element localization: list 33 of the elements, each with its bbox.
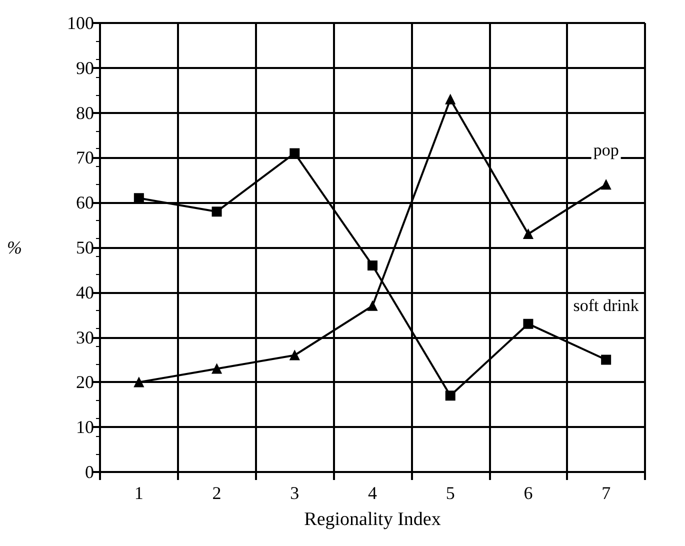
y-tick-label: 60 [76,192,94,213]
point [134,193,144,204]
x-tick-label: 6 [524,483,533,503]
point [523,318,534,329]
point [445,94,456,104]
y-tick-label: 80 [76,102,94,123]
y-tick-label: 90 [76,58,94,78]
point [290,350,300,360]
point [134,377,144,388]
x-tick-label: 1 [134,483,144,503]
point [601,180,612,190]
point [368,300,378,311]
y-tick-label: 50 [76,238,94,258]
x-tick-label: 7 [602,483,611,503]
x-tick-label: 4 [368,483,377,503]
series-label: pop [593,140,619,160]
point [445,390,456,401]
point [212,364,222,374]
point [523,229,534,240]
x-axis-title: Regionality Index [304,509,442,530]
series-label: soft drink [573,296,640,315]
y-tick-label: 20 [76,372,94,392]
point [368,260,378,270]
y-axis-title: % [7,238,22,258]
point [290,148,300,158]
x-tick-label: 5 [446,483,455,503]
x-tick-label: 2 [212,483,222,503]
x-tick-label: 3 [290,483,300,503]
y-tick-label: 100 [67,13,94,33]
y-tick-label: 30 [76,327,94,348]
y-tick-label: 40 [76,282,94,302]
point [601,354,612,365]
point [212,206,222,217]
